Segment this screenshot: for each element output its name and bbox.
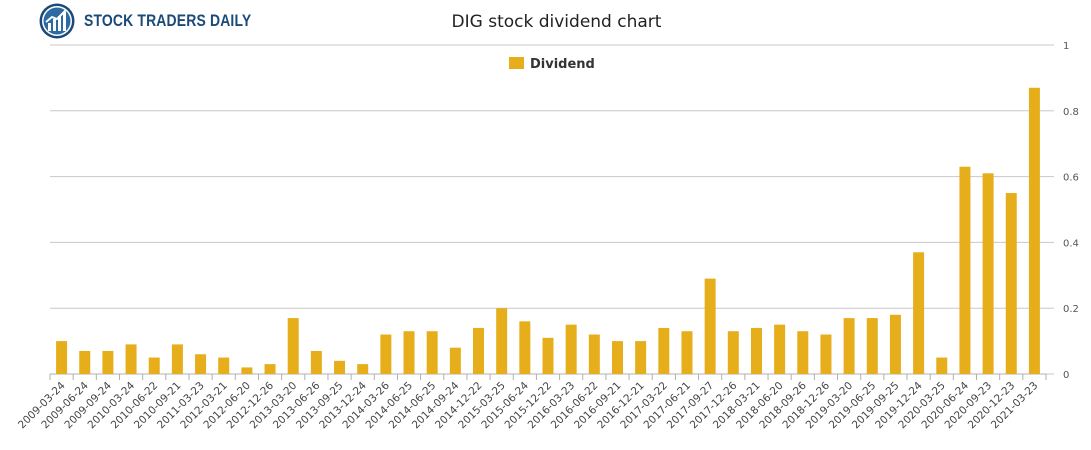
- bar: [496, 308, 508, 374]
- bar: [56, 341, 68, 374]
- bar: [449, 347, 461, 374]
- y-tick-label: 0.2: [1063, 304, 1079, 315]
- bar: [774, 324, 786, 374]
- brand-logo: STOCK TRADERS DAILY: [38, 2, 288, 40]
- bar: [195, 354, 207, 374]
- y-tick-label: 0.8: [1063, 107, 1079, 118]
- bar: [635, 341, 647, 374]
- y-tick-label: 0.6: [1063, 173, 1079, 184]
- bar: [148, 357, 160, 374]
- bar: [681, 331, 693, 374]
- bar: [959, 166, 971, 374]
- bar: [1028, 87, 1040, 375]
- bars: [56, 87, 1040, 375]
- bar: [843, 318, 855, 374]
- bar: [889, 314, 901, 374]
- bar: [866, 318, 878, 374]
- bar: [658, 327, 670, 374]
- bar: [426, 331, 438, 374]
- x-tick-labels: 2009-03-242009-06-242009-09-242010-03-24…: [16, 379, 1040, 431]
- legend: Dividend: [509, 57, 595, 72]
- brand-name: STOCK TRADERS DAILY: [84, 11, 252, 30]
- bar: [403, 331, 415, 374]
- bar: [357, 364, 369, 374]
- bar: [380, 334, 392, 374]
- bar: [565, 324, 577, 374]
- bar: [750, 327, 762, 374]
- bar: [1005, 193, 1017, 374]
- y-tick-label: 0: [1063, 370, 1069, 381]
- bar: [125, 344, 137, 374]
- bar: [611, 341, 623, 374]
- grid-lines: [49, 44, 1054, 380]
- bar: [797, 331, 809, 374]
- y-tick-labels: 0 0.2 0.4 0.6 0.8 1: [1063, 41, 1079, 381]
- bar: [218, 357, 230, 374]
- bar: [727, 331, 739, 374]
- bar: [264, 364, 276, 374]
- bar: [79, 350, 91, 374]
- bar: [171, 344, 183, 374]
- bar: [102, 350, 114, 374]
- bar: [287, 318, 299, 374]
- bar: [241, 367, 253, 374]
- y-tick-label: 1: [1063, 41, 1069, 52]
- bar: [704, 278, 716, 374]
- bar: [820, 334, 832, 374]
- bar: [473, 327, 485, 374]
- bar: [542, 337, 554, 374]
- bar: [936, 357, 948, 374]
- y-tick-label: 0.4: [1063, 238, 1079, 249]
- bar: [334, 360, 346, 374]
- legend-swatch: [509, 57, 524, 69]
- legend-label: Dividend: [530, 57, 595, 72]
- bull-chart-icon: [39, 3, 75, 39]
- bar: [913, 252, 925, 374]
- bar: [982, 173, 994, 374]
- bar: [588, 334, 600, 374]
- bar: [519, 321, 531, 374]
- chart-title: DIG stock dividend chart: [451, 12, 662, 32]
- bar: [310, 350, 322, 374]
